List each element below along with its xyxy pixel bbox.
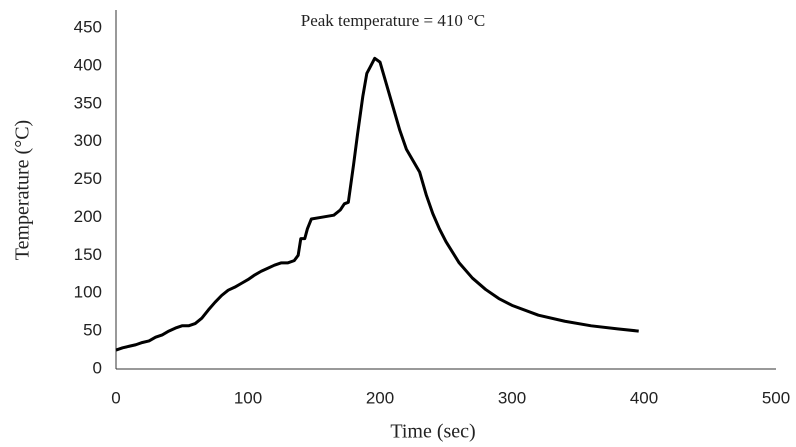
y-tick-label: 0 bbox=[93, 358, 102, 377]
line-series bbox=[115, 56, 639, 352]
y-tick-label: 50 bbox=[83, 321, 102, 340]
x-tick-label: 100 bbox=[234, 388, 262, 407]
y-tick-label: 100 bbox=[74, 283, 102, 302]
y-tick-label: 250 bbox=[74, 169, 102, 188]
x-tick-label: 0 bbox=[111, 388, 120, 407]
x-axis-label: Time (sec) bbox=[390, 421, 475, 443]
x-tick-label: 400 bbox=[630, 388, 658, 407]
y-tick-label: 200 bbox=[74, 207, 102, 226]
y-tick-label: 450 bbox=[74, 17, 102, 36]
y-tick-label: 400 bbox=[74, 55, 102, 74]
x-tick-label: 500 bbox=[762, 388, 790, 407]
y-tick-label: 150 bbox=[74, 245, 102, 264]
annotation: Peak temperature = 410 °C bbox=[301, 11, 485, 30]
y-tick-label: 300 bbox=[74, 131, 102, 150]
x-tick-label: 300 bbox=[498, 388, 526, 407]
y-axis-label: Temperature (°C) bbox=[12, 120, 34, 260]
x-tick-label: 200 bbox=[366, 388, 394, 407]
y-tick-label: 350 bbox=[74, 93, 102, 112]
